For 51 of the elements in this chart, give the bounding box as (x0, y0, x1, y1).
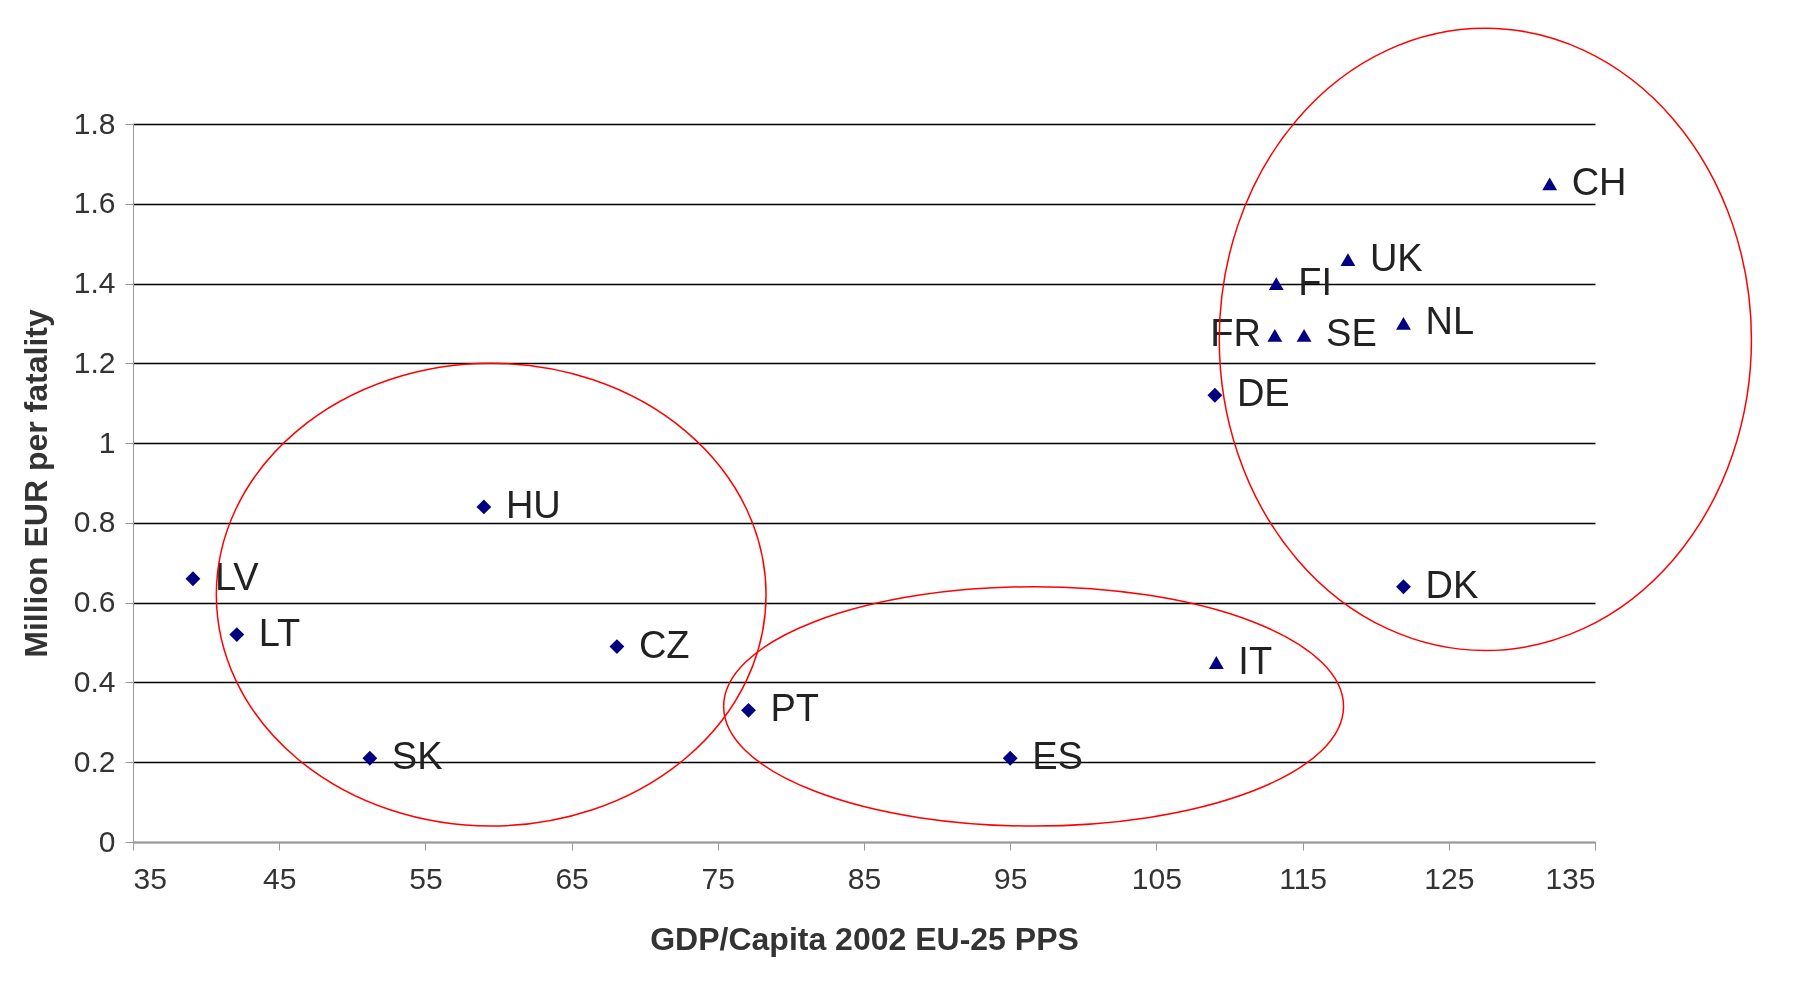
point (476, 499, 492, 515)
y-tick-label: 0.2 (73, 744, 116, 778)
point (362, 750, 378, 766)
x-tick-label: 95 (994, 861, 1028, 895)
annotation: SE (1326, 312, 1377, 355)
x-tick-label: 125 (1424, 861, 1475, 895)
annotation: NL (1425, 300, 1475, 343)
point (1296, 328, 1312, 342)
annotation: IT (1238, 639, 1273, 682)
point (741, 702, 756, 718)
point (1340, 253, 1356, 267)
x-tick-label: 135 (1545, 861, 1596, 895)
point (229, 627, 245, 642)
point (1207, 387, 1223, 403)
annotation: DK (1425, 563, 1479, 606)
y-tick-label: 1.6 (73, 186, 116, 220)
y-tick-label: 0.6 (73, 585, 116, 619)
x-axis-title: GDP/Capita 2002 EU-25 PPS (650, 920, 1079, 957)
point (1396, 579, 1411, 595)
x-tick-label: 65 (555, 861, 589, 895)
annotation: HU (505, 483, 561, 526)
point (1396, 317, 1411, 330)
x-tick-label: 75 (701, 861, 735, 895)
point (1542, 177, 1558, 191)
point (1268, 277, 1284, 290)
point (185, 571, 201, 587)
y-tick-label: 0 (98, 824, 116, 858)
x-tick-label: 85 (847, 861, 882, 895)
y-tick-label: 1.2 (73, 345, 116, 379)
annotation: LT (258, 611, 301, 654)
point (1267, 328, 1283, 342)
point (1002, 750, 1018, 766)
point (609, 639, 625, 654)
annotation: CZ (638, 623, 690, 666)
x-tick-label: 35 (133, 861, 167, 895)
annotation: PT (770, 687, 820, 730)
annotation: DE (1236, 372, 1290, 415)
point (1208, 656, 1224, 669)
x-tick-label: 45 (263, 861, 297, 895)
y-tick-label: 1.8 (73, 106, 116, 140)
y-axis-title: Million EUR per fatality (17, 309, 54, 658)
y-tick-label: 0.4 (73, 664, 116, 698)
annotation: LV (214, 555, 260, 598)
y-tick-label: 0.8 (73, 505, 116, 539)
y-tick-label: 1 (98, 425, 116, 459)
y-tick-label: 1.4 (73, 266, 116, 300)
x-tick-label: 105 (1131, 861, 1182, 895)
annotation: CH (1571, 160, 1627, 203)
annotation: UK (1369, 236, 1423, 279)
x-tick-label: 55 (409, 861, 443, 895)
x-tick-label: 115 (1279, 861, 1328, 895)
